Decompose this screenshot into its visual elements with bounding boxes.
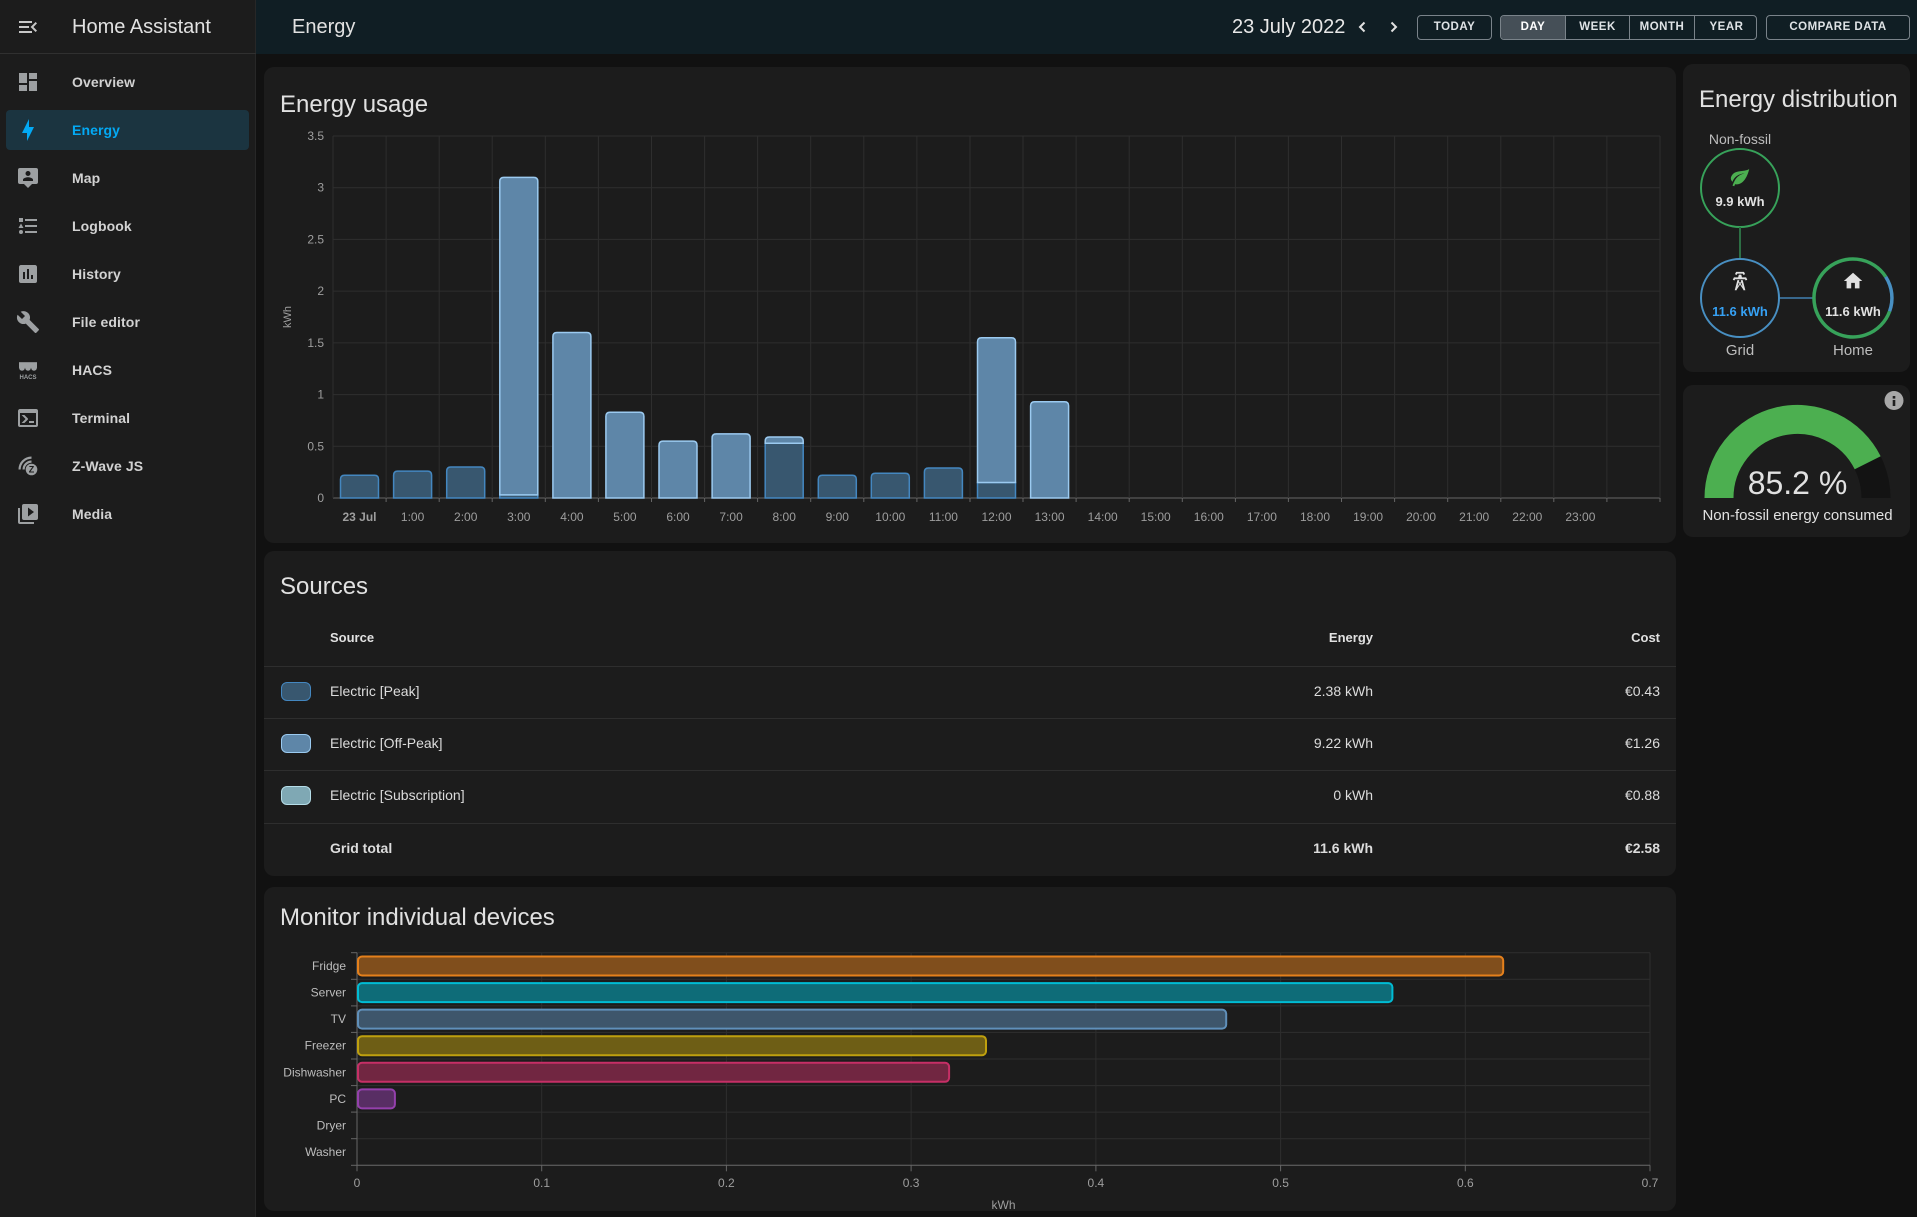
svg-text:17:00: 17:00 [1247, 510, 1277, 524]
svg-text:0.1: 0.1 [533, 1176, 550, 1190]
svg-text:0.7: 0.7 [1642, 1176, 1659, 1190]
svg-text:0.4: 0.4 [1088, 1176, 1105, 1190]
svg-text:10:00: 10:00 [875, 510, 905, 524]
svg-text:Server: Server [311, 986, 346, 1000]
svg-text:4:00: 4:00 [560, 510, 584, 524]
svg-text:19:00: 19:00 [1353, 510, 1383, 524]
svg-text:Dryer: Dryer [317, 1118, 346, 1132]
svg-text:11:00: 11:00 [929, 510, 958, 524]
svg-text:Freezer: Freezer [305, 1039, 346, 1053]
svg-text:3:00: 3:00 [507, 510, 531, 524]
svg-text:9:00: 9:00 [826, 510, 850, 524]
svg-text:11.6 kWh: 11.6 kWh [1825, 304, 1881, 319]
svg-text:0: 0 [317, 491, 324, 505]
svg-text:2.5: 2.5 [307, 232, 324, 246]
svg-text:0.5: 0.5 [1272, 1176, 1289, 1190]
svg-text:21:00: 21:00 [1459, 510, 1489, 524]
svg-text:TV: TV [331, 1012, 346, 1026]
svg-text:23 Jul: 23 Jul [342, 510, 376, 524]
svg-text:20:00: 20:00 [1406, 510, 1436, 524]
svg-text:0.6: 0.6 [1457, 1176, 1474, 1190]
svg-text:kWh: kWh [992, 1198, 1016, 1211]
svg-text:1.5: 1.5 [307, 336, 324, 350]
svg-text:2: 2 [317, 284, 324, 298]
svg-text:0.5: 0.5 [307, 439, 324, 453]
svg-text:11.6 kWh: 11.6 kWh [1712, 304, 1768, 319]
svg-text:Z: Z [29, 465, 35, 475]
svg-text:7:00: 7:00 [719, 510, 743, 524]
svg-text:0.3: 0.3 [903, 1176, 920, 1190]
svg-text:HACS: HACS [19, 375, 36, 381]
svg-text:Washer: Washer [305, 1145, 346, 1159]
svg-text:PC: PC [329, 1092, 346, 1106]
svg-text:Non-fossil energy consumed: Non-fossil energy consumed [1702, 507, 1892, 524]
svg-text:9.9 kWh: 9.9 kWh [1715, 194, 1764, 209]
svg-text:22:00: 22:00 [1512, 510, 1542, 524]
svg-text:15:00: 15:00 [1141, 510, 1171, 524]
svg-text:0: 0 [354, 1176, 361, 1190]
svg-text:18:00: 18:00 [1300, 510, 1330, 524]
svg-text:1: 1 [317, 388, 324, 402]
svg-text:8:00: 8:00 [773, 510, 797, 524]
svg-text:85.2 %: 85.2 % [1748, 465, 1848, 501]
svg-text:16:00: 16:00 [1194, 510, 1224, 524]
svg-text:Fridge: Fridge [312, 959, 346, 973]
svg-text:23:00: 23:00 [1565, 510, 1595, 524]
svg-text:1:00: 1:00 [401, 510, 425, 524]
svg-text:5:00: 5:00 [613, 510, 637, 524]
svg-text:Home: Home [1833, 342, 1873, 359]
svg-text:12:00: 12:00 [981, 510, 1011, 524]
svg-text:2:00: 2:00 [454, 510, 478, 524]
svg-text:Grid: Grid [1726, 342, 1754, 359]
svg-text:3: 3 [317, 181, 324, 195]
svg-text:kWh: kWh [282, 306, 294, 328]
svg-text:Non-fossil: Non-fossil [1709, 131, 1771, 147]
svg-text:13:00: 13:00 [1035, 510, 1065, 524]
svg-text:6:00: 6:00 [666, 510, 690, 524]
svg-text:Dishwasher: Dishwasher [283, 1065, 346, 1079]
svg-text:3.5: 3.5 [307, 129, 324, 143]
svg-text:0.2: 0.2 [718, 1176, 735, 1190]
svg-text:14:00: 14:00 [1088, 510, 1118, 524]
